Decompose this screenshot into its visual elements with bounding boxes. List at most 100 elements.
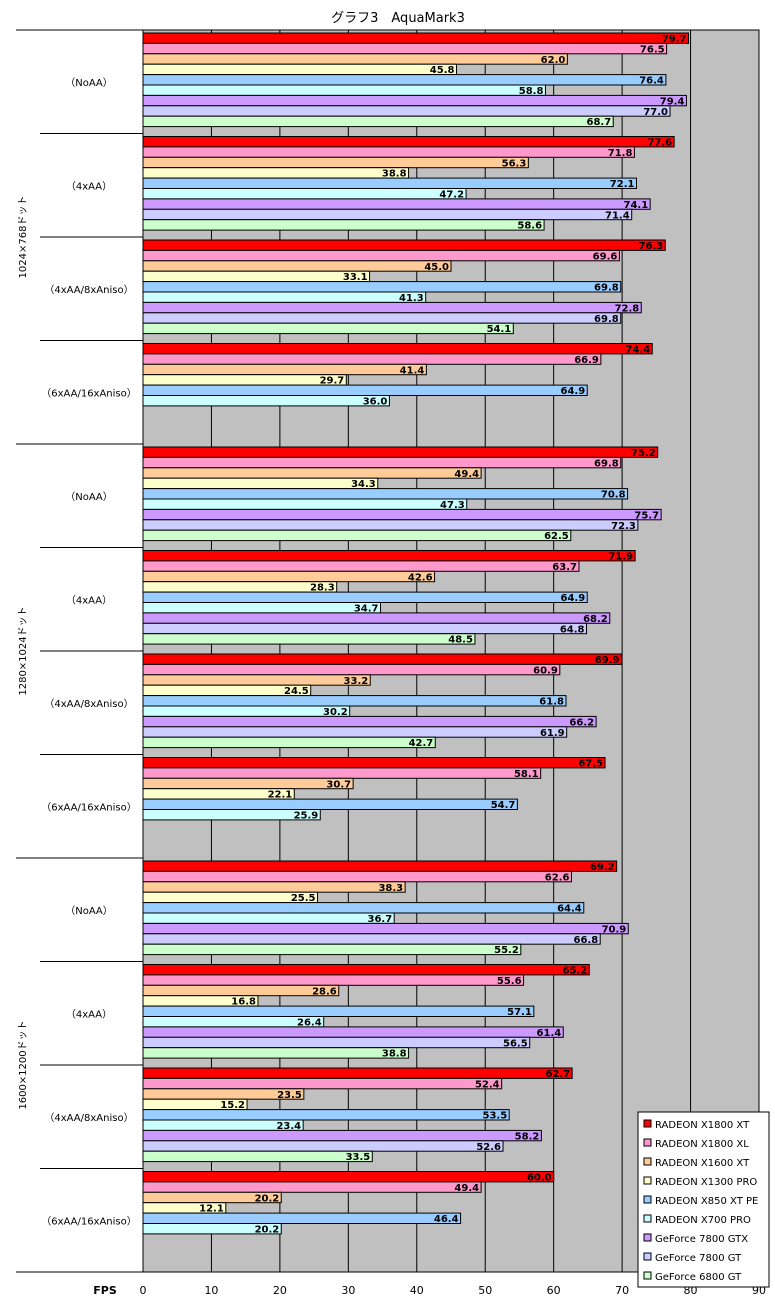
data-label: 61.9 [540, 728, 565, 739]
data-label: 23.5 [277, 1090, 302, 1101]
bar [142, 1047, 410, 1059]
bar [142, 777, 354, 790]
bar [142, 1140, 504, 1152]
data-label: 16.8 [231, 997, 256, 1008]
data-label: 38.8 [382, 1049, 407, 1060]
data-label: 47.3 [440, 500, 465, 511]
data-label: 54.7 [491, 800, 516, 811]
bar [142, 798, 518, 810]
data-label: 46.4 [434, 1214, 459, 1225]
bar [142, 974, 525, 986]
data-label: 76.5 [640, 44, 665, 55]
bar [142, 1067, 573, 1079]
data-label: 33.5 [346, 1152, 371, 1163]
data-label: 69.6 [593, 251, 618, 262]
bar [142, 84, 546, 96]
data-label: 36.0 [363, 397, 388, 408]
x-tick-label: 10 [204, 1284, 218, 1297]
data-label: 45.8 [430, 65, 455, 76]
data-label: 54.1 [487, 324, 512, 335]
data-label: 58.1 [514, 769, 539, 780]
bar [142, 1109, 510, 1121]
bar [142, 1129, 542, 1142]
data-label: 20.2 [255, 1225, 280, 1236]
bar [142, 198, 651, 210]
bar [142, 715, 597, 728]
bar [142, 508, 662, 521]
data-label: 58.2 [515, 1131, 540, 1142]
legend-swatch [643, 1119, 652, 1128]
category-label: （4xAA） [66, 1008, 112, 1020]
bar [142, 581, 338, 593]
data-label: 34.7 [354, 604, 379, 615]
bar [142, 188, 467, 200]
bar [142, 63, 457, 76]
bar [142, 395, 390, 407]
data-label: 55.2 [494, 945, 519, 956]
legend-label: RADEON X700 PRO [655, 1215, 751, 1226]
data-label: 61.4 [537, 1028, 562, 1039]
data-label: 64.4 [557, 904, 582, 915]
resolution-label: 1024×768ドット [18, 196, 29, 279]
data-label: 75.2 [631, 448, 656, 459]
data-label: 58.8 [519, 86, 544, 97]
bar [142, 94, 687, 107]
data-label: 38.8 [382, 169, 407, 180]
data-label: 29.7 [320, 376, 345, 387]
bar [142, 933, 601, 945]
data-label: 62.0 [541, 55, 566, 66]
resolution-label: 1280×1024ドット [18, 606, 29, 695]
data-label: 64.8 [560, 624, 585, 635]
data-label: 72.1 [610, 179, 635, 190]
legend-box [637, 1111, 770, 1288]
data-label: 70.9 [602, 924, 627, 935]
legend-label: RADEON X1300 PRO [655, 1177, 757, 1188]
data-label: 77.6 [647, 138, 672, 149]
bar [142, 860, 618, 872]
data-label: 45.0 [424, 262, 449, 273]
legend-swatch [643, 1233, 652, 1242]
data-label: 56.5 [503, 1038, 528, 1049]
data-label: 28.3 [310, 583, 335, 594]
bar [142, 736, 436, 749]
bar [142, 374, 347, 386]
legend-label: RADEON X1800 XL [655, 1139, 749, 1150]
bar [142, 322, 514, 335]
bar [142, 1150, 373, 1163]
bar [142, 529, 572, 542]
data-label: 76.3 [639, 241, 664, 252]
category-label: （6xAA/16xAniso） [41, 801, 137, 813]
bar [142, 560, 580, 572]
bar [142, 1026, 564, 1038]
data-label: 23.4 [276, 1121, 301, 1132]
bar [142, 757, 606, 769]
bar [142, 353, 602, 365]
data-label: 62.7 [545, 1069, 570, 1080]
data-label: 33.2 [344, 676, 369, 687]
bar [142, 270, 371, 283]
x-tick-label: 30 [341, 1284, 355, 1297]
legend-label: RADEON X1600 XT [655, 1158, 750, 1169]
category-label: （4xAA） [66, 594, 112, 606]
data-label: 41.3 [399, 293, 424, 304]
bar [142, 32, 690, 44]
data-label: 68.2 [583, 614, 608, 625]
bar [142, 633, 476, 645]
plot-area: 0 10 20 30 40 50 60 70 80 901024×768ドット（NoAA）79.7… [16, 29, 766, 1297]
bar [142, 1077, 503, 1090]
legend-label: GeForce 6800 GT [655, 1272, 742, 1283]
bar [142, 705, 351, 717]
legend-swatch [643, 1252, 652, 1261]
bar [142, 42, 668, 55]
bar [142, 767, 542, 779]
data-label: 74.1 [623, 200, 648, 211]
data-label: 41.4 [400, 365, 425, 376]
data-label: 65.2 [563, 966, 588, 977]
x-tick-label: 70 [615, 1284, 629, 1297]
data-label: 26.4 [297, 1018, 322, 1029]
x-tick-label: 40 [410, 1284, 424, 1297]
bar [142, 260, 452, 272]
bar [142, 281, 622, 293]
data-label: 63.7 [552, 562, 577, 573]
data-label: 69.8 [594, 314, 619, 325]
